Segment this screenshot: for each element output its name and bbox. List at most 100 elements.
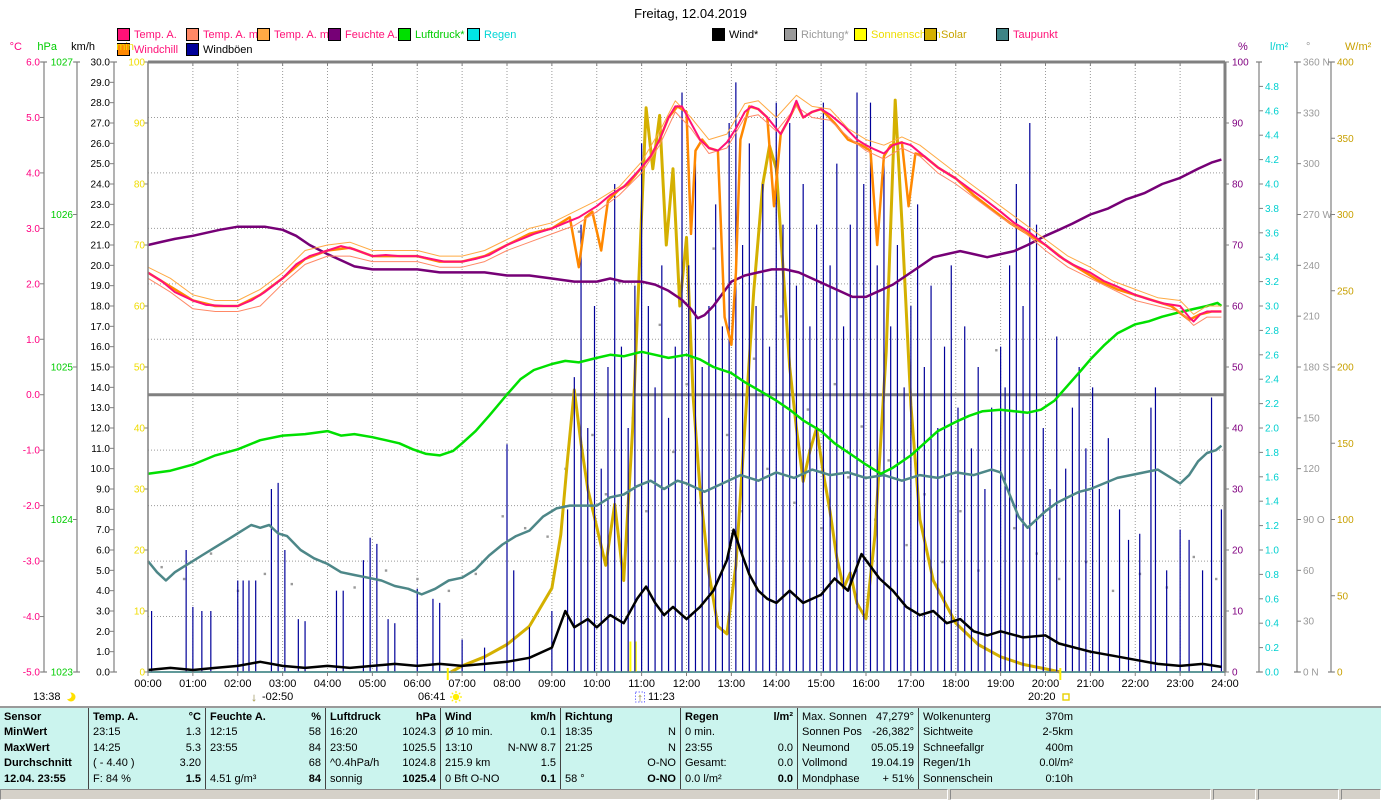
cell-label: 23:55 [210,741,238,754]
svg-text:-1.0: -1.0 [23,446,41,457]
svg-text:4.8: 4.8 [1265,82,1279,93]
plot-border [147,60,1227,673]
table-row: Regen/1h 0.0l/m² [923,756,1073,772]
svg-text:40: 40 [134,424,146,435]
svg-text:10: 10 [134,607,146,618]
cell-value: 58 [308,726,321,739]
svg-text:-02:50: -02:50 [262,691,293,703]
extra-column: Wolkenunterg 370m Sichtweite 2-5km Schneefal… [918,708,1381,789]
column-temp-a-: Temp. A. °C 23:15 1.3 14:25 5.3 ( - 4.40 ) 3.20… [88,708,205,789]
statusbar-segment-1 [0,789,948,800]
cell-label: MaxWert [4,741,50,754]
svg-text:14:00: 14:00 [762,678,790,690]
svg-text:-5.0: -5.0 [23,668,41,679]
svg-text:1026: 1026 [51,210,74,221]
table-row: 14:25 5.3 [93,740,201,756]
svg-text:01:00: 01:00 [179,678,207,690]
table-row: Neumond 05.05.19 [802,740,914,756]
svg-text:350: 350 [1337,134,1354,145]
svg-text:3.0: 3.0 [96,607,110,618]
cell-value: 0.1 [540,726,556,739]
svg-text:08:00: 08:00 [493,678,521,690]
svg-text:09:00: 09:00 [538,678,566,690]
table-row: Sensor [4,709,84,725]
cell-label: Sonnen Pos [802,726,862,739]
svg-text:0.0: 0.0 [1265,668,1279,679]
svg-text:1027: 1027 [51,58,74,69]
statusbar-segment-4 [1258,789,1339,800]
svg-text:°: ° [1306,41,1310,53]
svg-text:29.0: 29.0 [91,78,111,89]
table-row: Durchschnitt [4,756,84,772]
svg-text:1025: 1025 [51,363,74,374]
cell-label: Gesamt: [685,757,727,770]
table-row: Feuchte A.% [210,709,321,725]
legend-item-temp-a-: Temp. A. [117,28,177,41]
legend-label: Temp. A. [134,28,177,41]
svg-text:11:23: 11:23 [648,691,675,703]
legend-item-temp-a-min: Temp. A. min [186,28,267,41]
table-row: 12.04. 23:55 [4,771,84,787]
svg-text:4.2: 4.2 [1265,155,1279,166]
series-windchill [147,102,1222,347]
table-row: Regen l/m² [685,709,793,725]
column-wind: Wind km/h Ø 10 min. 0.1 13:10 N-NW 8.7 215.9 k… [440,708,560,789]
table-row: MaxWert [4,740,84,756]
axis-wm2: W/m² 400 350 300 250 200 150 100 50 0 [1328,41,1372,679]
legend-item-temp-a-max: Temp. A. max [257,28,341,41]
svg-text:1.0: 1.0 [26,335,40,346]
series-taupunkt [147,444,1223,596]
svg-text:4.0: 4.0 [1265,180,1279,191]
table-row: ( - 4.40 ) 3.20 [93,756,201,772]
legend-item-feuchte-a-: Feuchte A.* [328,28,402,41]
svg-text:3.0: 3.0 [26,224,40,235]
cell-value: hPa [415,710,436,723]
cell-value: l/m² [773,710,793,723]
legend-label: Regen [484,28,517,41]
svg-text:0 N: 0 N [1303,668,1319,679]
svg-text:hPa: hPa [37,41,57,53]
svg-text:22:00: 22:00 [1121,678,1149,690]
svg-text:210: 210 [1303,312,1320,323]
cell-value: N-NW 8.7 [507,741,556,754]
svg-text:90 O: 90 O [1303,515,1325,526]
cell-value: 84 [308,772,321,785]
svg-text:06:00: 06:00 [403,678,431,690]
weather-chart: 00:00 01:00 02:00 03:00 04:00 05:00 06:00 07:00… [10,41,1372,704]
table-row: Sichtweite 2-5km [923,725,1073,741]
legend-label: Windböen [203,43,253,56]
cell-value: 84 [308,741,321,754]
svg-text:12.0: 12.0 [91,424,111,435]
svg-text:0: 0 [1232,668,1238,679]
table-row: 21:25 N [565,740,676,756]
svg-text:3.8: 3.8 [1265,204,1279,215]
legend-item-windchill: Windchill [117,43,178,56]
cell-label: 23:55 [685,741,713,754]
cell-value: 0.0 [777,772,793,785]
cell-value: 5.3 [185,741,201,754]
svg-text:↓: ↓ [251,692,257,704]
cell-label: MinWert [4,726,48,739]
svg-text:2.0: 2.0 [26,279,40,290]
table-row: Sonnenschein 0:10h [923,771,1073,787]
cell-value: 0:10h [1045,772,1073,785]
cell-label: Richtung [565,710,613,723]
cell-label: Sichtweite [923,726,974,739]
legend-label: Wind* [729,28,759,41]
legend-swatch [712,28,725,41]
column-richtung: Richtung 18:35 N 21:25 N O-NO 58 ° O-NO [560,708,680,789]
svg-text:3.2: 3.2 [1265,277,1279,288]
svg-text:40: 40 [1232,424,1244,435]
cell-label: Feuchte A. [210,710,266,723]
svg-text:↑: ↑ [637,692,643,704]
cell-label: 0 min. [685,726,715,739]
cell-value: 19.04.19 [871,757,914,770]
svg-text:07:00: 07:00 [448,678,476,690]
svg-text:1.8: 1.8 [1265,448,1279,459]
table-row: 0.0 l/m² 0.0 [685,771,793,787]
svg-text:3.4: 3.4 [1265,253,1279,264]
table-row: F: 84 % 1.5 [93,771,201,787]
cell-label: Neumond [802,741,850,754]
table-row: 18:35 N [565,725,676,741]
